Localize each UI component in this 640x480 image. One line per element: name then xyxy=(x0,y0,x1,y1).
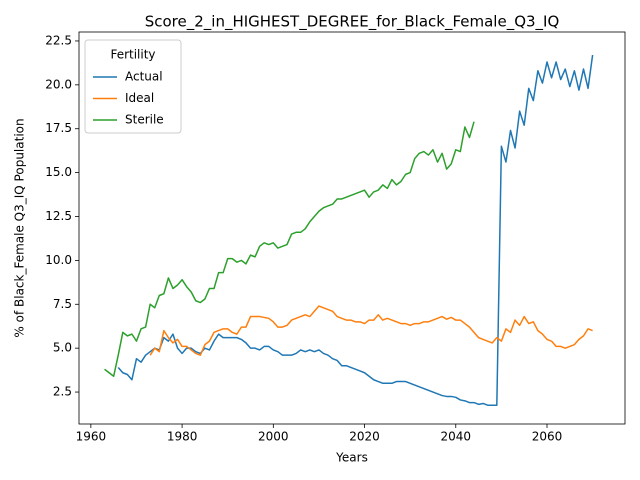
x-tick-label: 1980 xyxy=(167,430,198,444)
chart-title: Score_2_in_HIGHEST_DEGREE_for_Black_Fema… xyxy=(145,13,560,32)
y-axis-label: % of Black_Female Q3_IQ Population xyxy=(13,118,27,337)
x-tick-label: 1960 xyxy=(76,430,107,444)
y-tick-label: 12.5 xyxy=(45,209,72,223)
y-tick-label: 17.5 xyxy=(45,121,72,135)
x-tick-label: 2040 xyxy=(440,430,471,444)
y-tick-label: 15.0 xyxy=(45,165,72,179)
y-tick-label: 2.5 xyxy=(53,385,72,399)
series-line xyxy=(117,54,594,406)
legend-label: Ideal xyxy=(125,91,154,105)
y-tick-label: 22.5 xyxy=(45,33,72,47)
x-tick-label: 2020 xyxy=(349,430,380,444)
y-tick-label: 5.0 xyxy=(53,341,72,355)
y-tick-label: 10.0 xyxy=(45,253,72,267)
series-line xyxy=(149,305,593,356)
plot-frame xyxy=(78,31,626,425)
x-tick-label: 2000 xyxy=(258,430,289,444)
y-tick-label: 20.0 xyxy=(45,77,72,91)
legend-title: Fertility xyxy=(110,48,155,62)
legend-label: Actual xyxy=(125,70,163,84)
x-axis-label: Years xyxy=(335,451,368,465)
legend-label: Sterile xyxy=(125,113,164,127)
legend-box xyxy=(84,39,182,134)
series-line xyxy=(104,121,475,377)
y-tick-label: 7.5 xyxy=(53,297,72,311)
x-tick-label: 2060 xyxy=(532,430,563,444)
